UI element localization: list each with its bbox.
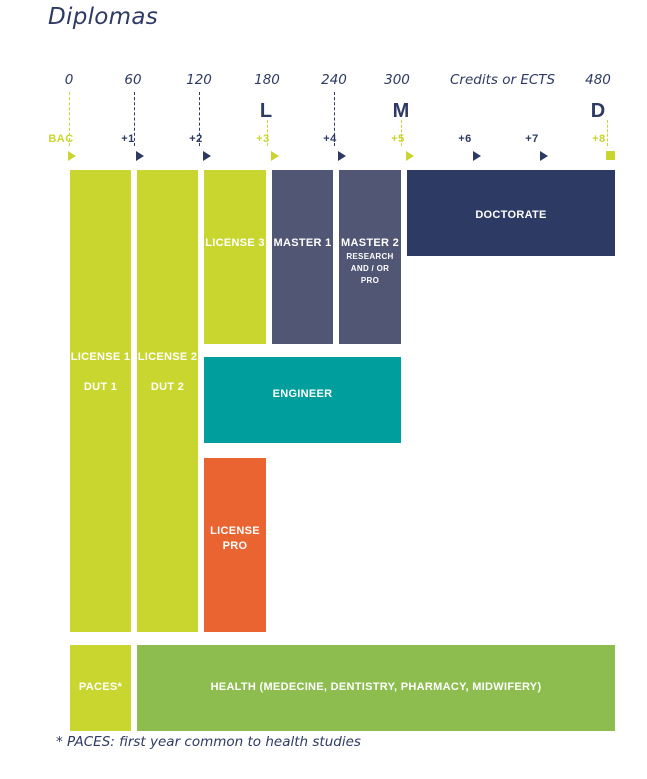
arrow-marker-1 — [136, 151, 144, 161]
arrow-marker-3 — [271, 151, 279, 161]
credit-240: 240 — [321, 72, 347, 88]
block-master1: MASTER 1 — [272, 170, 333, 344]
credit-0: 0 — [64, 72, 74, 88]
guide-line-120 — [199, 92, 200, 146]
block-license-pro: LICENSE PRO — [204, 458, 266, 632]
block-license1-dut1: LICENSE 1 DUT 1 — [70, 170, 131, 632]
block-license2-dut2: LICENSE 2 DUT 2 — [137, 170, 198, 632]
label-dut1: DUT 1 — [83, 381, 118, 393]
label-license2: LICENSE 2 — [137, 351, 198, 363]
lmd-letter-d: D — [590, 100, 606, 122]
guide-line-300 — [401, 120, 402, 146]
year-plus3: +3 — [256, 133, 270, 145]
guide-line-480 — [607, 120, 608, 146]
block-health: HEALTH (MEDECINE, DENTISTRY, PHARMACY, M… — [137, 645, 615, 731]
footnote: * PACES: first year common to health stu… — [56, 734, 361, 750]
block-engineer: ENGINEER — [204, 357, 401, 443]
diagram-title: Diplomas — [48, 4, 159, 30]
label-license3: LICENSE 3 — [205, 237, 265, 249]
label-master2-research: RESEARCH — [346, 252, 394, 261]
year-plus2: +2 — [189, 133, 203, 145]
block-master2: MASTER 2 RESEARCH AND / OR PRO — [339, 170, 401, 344]
label-license-pro-1: LICENSE — [210, 525, 260, 537]
credit-60: 60 — [124, 72, 142, 88]
end-marker-8 — [606, 151, 615, 160]
arrow-marker-bac — [68, 151, 76, 161]
credit-300: 300 — [384, 72, 410, 88]
lmd-letter-m: M — [392, 100, 410, 122]
label-master2-pro: PRO — [360, 276, 380, 285]
arrow-marker-2 — [203, 151, 211, 161]
arrow-marker-6 — [473, 151, 481, 161]
arrow-marker-5 — [406, 151, 414, 161]
year-plus8: +8 — [592, 133, 606, 145]
guide-line-180 — [267, 120, 268, 146]
timeline-arrows — [68, 151, 615, 161]
label-license-pro-2: PRO — [222, 540, 248, 552]
label-master2-andor: AND / OR — [350, 264, 390, 273]
block-doctorate: DOCTORATE — [407, 170, 615, 256]
year-plus7: +7 — [525, 133, 539, 145]
year-plus1: +1 — [121, 133, 135, 145]
label-license1: LICENSE 1 — [70, 351, 131, 363]
credit-120: 120 — [186, 72, 212, 88]
year-plus4: +4 — [323, 133, 337, 145]
label-paces: PACES* — [78, 681, 123, 693]
label-master1: MASTER 1 — [273, 237, 332, 249]
guide-line-240 — [334, 92, 335, 146]
label-engineer: ENGINEER — [272, 388, 333, 400]
credit-480: 480 — [585, 72, 611, 88]
arrow-marker-4 — [338, 151, 346, 161]
year-plus5: +5 — [391, 133, 405, 145]
block-license3: LICENSE 3 — [204, 170, 266, 344]
lmd-letter-l: L — [259, 100, 273, 122]
guide-line-bac — [69, 92, 70, 146]
arrow-marker-7 — [540, 151, 548, 161]
credit-180: 180 — [254, 72, 280, 88]
label-dut2: DUT 2 — [150, 381, 185, 393]
year-plus6: +6 — [458, 133, 472, 145]
label-health: HEALTH (MEDECINE, DENTISTRY, PHARMACY, M… — [210, 681, 542, 693]
label-doctorate: DOCTORATE — [475, 209, 547, 221]
block-paces: PACES* — [70, 645, 131, 731]
credits-axis-label: Credits or ECTS — [450, 72, 556, 88]
label-master2: MASTER 2 — [340, 237, 400, 249]
guide-line-60 — [134, 92, 135, 146]
year-bac: BAC — [48, 133, 74, 145]
